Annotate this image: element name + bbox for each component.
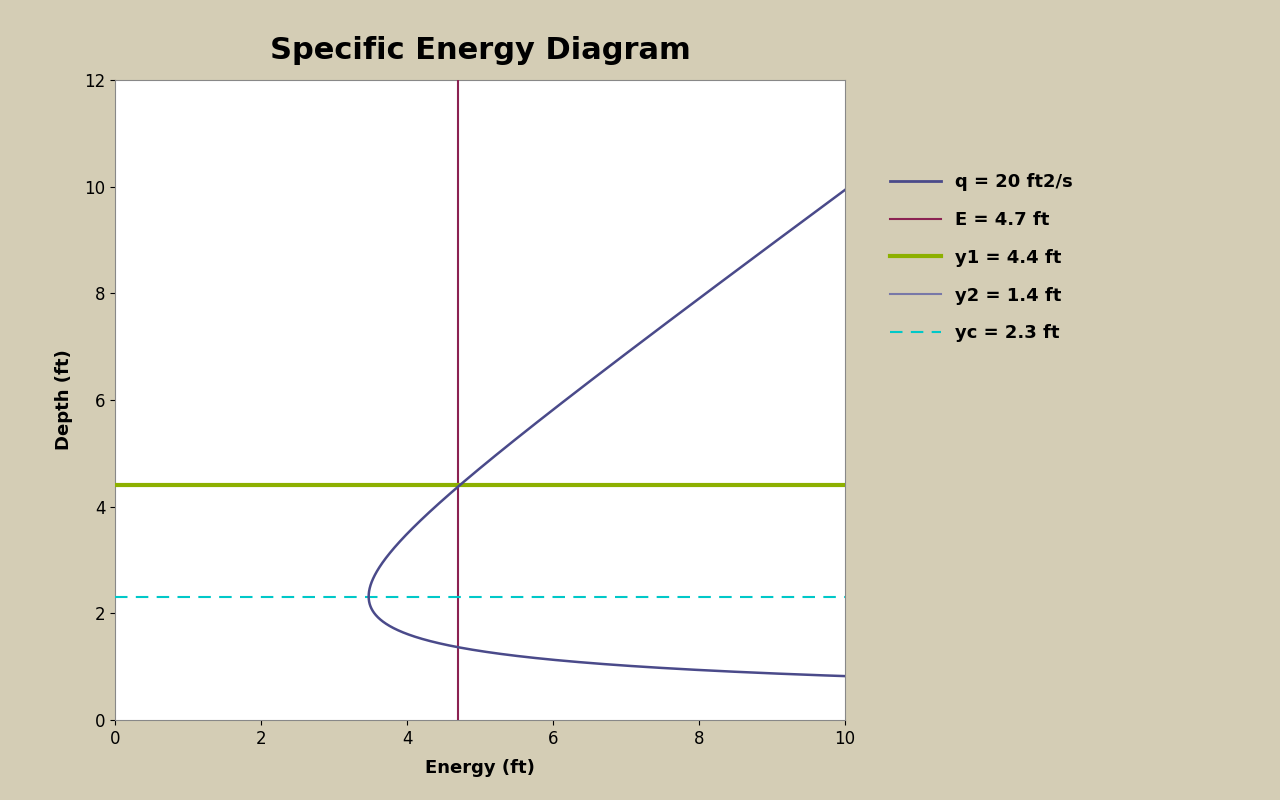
X-axis label: Energy (ft): Energy (ft) (425, 759, 535, 777)
Legend: q = 20 ft2/s, E = 4.7 ft, y1 = 4.4 ft, y2 = 1.4 ft, yc = 2.3 ft: q = 20 ft2/s, E = 4.7 ft, y1 = 4.4 ft, y… (883, 166, 1080, 350)
Title: Specific Energy Diagram: Specific Energy Diagram (270, 36, 690, 65)
Y-axis label: Depth (ft): Depth (ft) (55, 350, 73, 450)
